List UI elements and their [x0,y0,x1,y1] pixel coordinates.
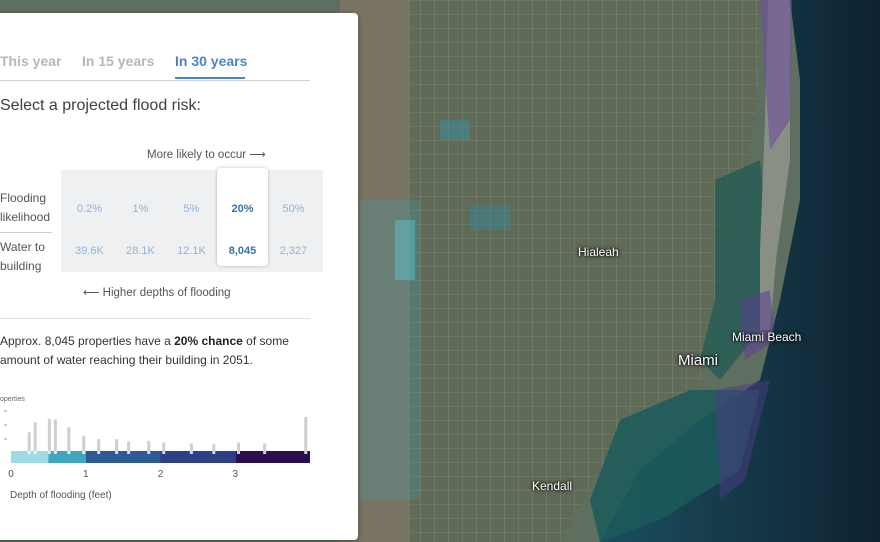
property-count: 28.1K [126,245,155,257]
map-label-miami-beach: Miami Beach [732,330,802,344]
tab-in-15-years[interactable]: In 15 years [82,53,155,69]
band-notch [147,451,151,454]
histogram-bar [115,439,119,451]
risk-summary: Approx. 8,045 properties have a 20% chan… [0,334,289,367]
likelihood-value: 1% [132,203,149,215]
histogram-bar [236,442,240,451]
map-label-hialeah: Hialeah [578,245,619,259]
risk-option-50[interactable]: 50% 2,327 [268,170,319,272]
histogram-bar [212,444,216,451]
risk-option-20-selected[interactable]: 20% 8,045 [217,168,268,266]
band-notch [33,451,37,454]
histogram-bar [162,442,166,451]
depth-color-band-1 [48,451,86,463]
property-count: 2,327 [279,245,308,257]
histogram-bar [67,427,71,451]
property-count: 12.1K [177,245,206,257]
map-label-kendall: Kendall [532,479,573,493]
panel-heading: Select a projected flood risk: [0,97,201,114]
histogram-bar [127,441,131,451]
histogram-bar [82,435,86,451]
depth-color-band-3 [160,451,236,463]
histogram-bar [304,417,308,451]
band-notch [53,451,57,454]
band-notch [212,451,216,454]
band-notch [97,451,101,454]
risk-option-0-2[interactable]: 0.2% 39.6K [64,170,115,272]
tab-in-30-years[interactable]: In 30 years [175,53,248,69]
histogram-bar [53,419,57,451]
band-notch [127,451,131,454]
risk-option-5[interactable]: 5% 12.1K [166,170,217,272]
likelihood-value: 5% [183,203,200,215]
histogram-bar [189,443,193,451]
more-likely-label: More likely to occur ⟶ [147,149,266,161]
property-count: 39.6K [75,245,104,257]
timeframe-tabs: This year In 15 years In 30 years [0,53,310,81]
band-notch [27,451,31,454]
x-tick-label-0: 0 [8,469,14,480]
higher-depths-label: ⟵ Higher depths of flooding [83,287,231,299]
likelihood-value: 20% [231,203,254,215]
band-notch [189,451,193,454]
depth-color-band-0 [11,451,49,463]
histogram-x-label: Depth of flooding (feet) [10,490,112,501]
likelihood-value: 50% [282,203,305,215]
x-tick-label-2: 2 [158,469,164,480]
histogram-bar [47,418,51,451]
band-notch [162,451,166,454]
active-tab-indicator [175,77,245,79]
water-to-building-label: Water to building [0,240,45,273]
risk-option-grid: 0.2% 39.6K 1% 28.1K 5% 12.1K 20% 8,045 5… [61,168,323,272]
risk-option-1[interactable]: 1% 28.1K [115,170,166,272]
x-tick-label-3: 3 [232,469,238,480]
x-tick-label-1: 1 [83,469,89,480]
depth-histogram: operties 0 1 2 3 Depth of flooding (feet) [0,396,310,501]
depth-color-band-2 [85,451,161,463]
band-notch [47,451,51,454]
band-notch [67,451,71,454]
tab-this-year[interactable]: This year [0,53,62,69]
histogram-bar [147,440,151,451]
histogram-y-label: operties [0,396,25,403]
map-label-miami: Miami [678,352,718,369]
property-count: 8,045 [228,245,257,257]
likelihood-value: 0.2% [76,203,103,215]
histogram-bar [27,432,31,451]
flooding-likelihood-label: Flooding likelihood [0,191,51,224]
flood-risk-panel: This year In 15 years In 30 years Select… [0,13,358,540]
band-notch [82,451,86,454]
band-notch [304,451,308,454]
band-notch [236,451,240,454]
depth-color-band-4 [235,451,310,463]
row-divider [0,232,52,233]
histogram-bar [33,422,37,451]
band-notch [115,451,119,454]
band-notch [263,451,267,454]
histogram-bar [263,443,267,451]
histogram-bar [97,439,101,451]
section-divider [0,318,310,319]
